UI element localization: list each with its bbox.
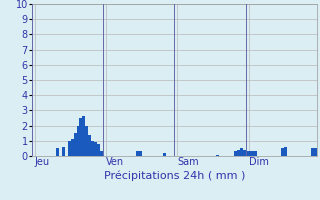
Bar [91,141,94,156]
Bar [234,151,237,156]
Bar [79,118,83,156]
Bar [243,150,246,156]
Bar [240,148,243,156]
Bar [100,151,103,156]
Bar [252,151,254,156]
Bar [314,148,317,156]
Bar [74,133,76,156]
Bar [85,126,88,156]
Bar [76,126,79,156]
Bar [254,151,258,156]
Bar [246,151,249,156]
Bar [94,142,97,156]
Bar [83,116,85,156]
Bar [97,144,100,156]
Bar [62,147,65,156]
X-axis label: Précipitations 24h ( mm ): Précipitations 24h ( mm ) [104,170,245,181]
Bar [281,148,284,156]
Bar [163,153,165,156]
Bar [68,141,71,156]
Bar [249,151,252,156]
Bar [56,148,59,156]
Bar [284,147,287,156]
Bar [237,150,240,156]
Bar [216,155,219,156]
Bar [71,139,74,156]
Bar [311,148,314,156]
Bar [136,151,139,156]
Bar [139,151,142,156]
Bar [88,135,91,156]
